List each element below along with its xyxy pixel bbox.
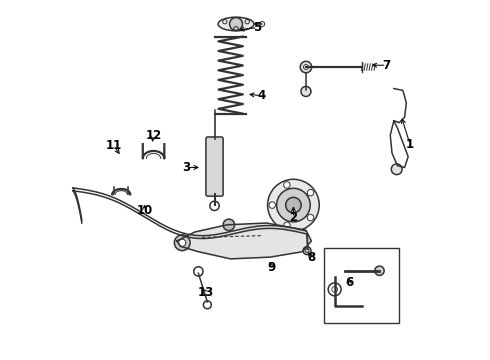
Circle shape [277,188,310,222]
Text: 8: 8 [307,251,316,264]
Text: 5: 5 [253,21,262,34]
Circle shape [223,219,235,230]
Circle shape [375,266,384,275]
Circle shape [300,61,312,73]
FancyBboxPatch shape [206,137,223,196]
Polygon shape [177,223,311,259]
Circle shape [307,189,314,196]
Text: 13: 13 [197,287,214,300]
Circle shape [284,222,290,229]
Text: 7: 7 [383,59,391,72]
Circle shape [392,164,402,175]
Circle shape [284,182,290,188]
Circle shape [230,18,243,31]
Circle shape [268,179,319,231]
Text: 10: 10 [136,204,153,217]
Text: 12: 12 [146,129,162,142]
Text: 3: 3 [182,161,190,174]
Text: 9: 9 [268,261,276,274]
Text: 2: 2 [290,211,297,224]
Bar [324,248,399,323]
Circle shape [303,247,311,255]
Circle shape [301,86,311,96]
Text: 6: 6 [345,276,353,289]
Ellipse shape [218,17,254,31]
Circle shape [286,197,301,213]
Circle shape [269,202,275,208]
Text: 11: 11 [106,139,122,152]
Circle shape [179,239,186,246]
Circle shape [174,235,190,251]
Text: 4: 4 [257,89,265,102]
Circle shape [307,214,314,221]
Text: 1: 1 [406,138,414,150]
